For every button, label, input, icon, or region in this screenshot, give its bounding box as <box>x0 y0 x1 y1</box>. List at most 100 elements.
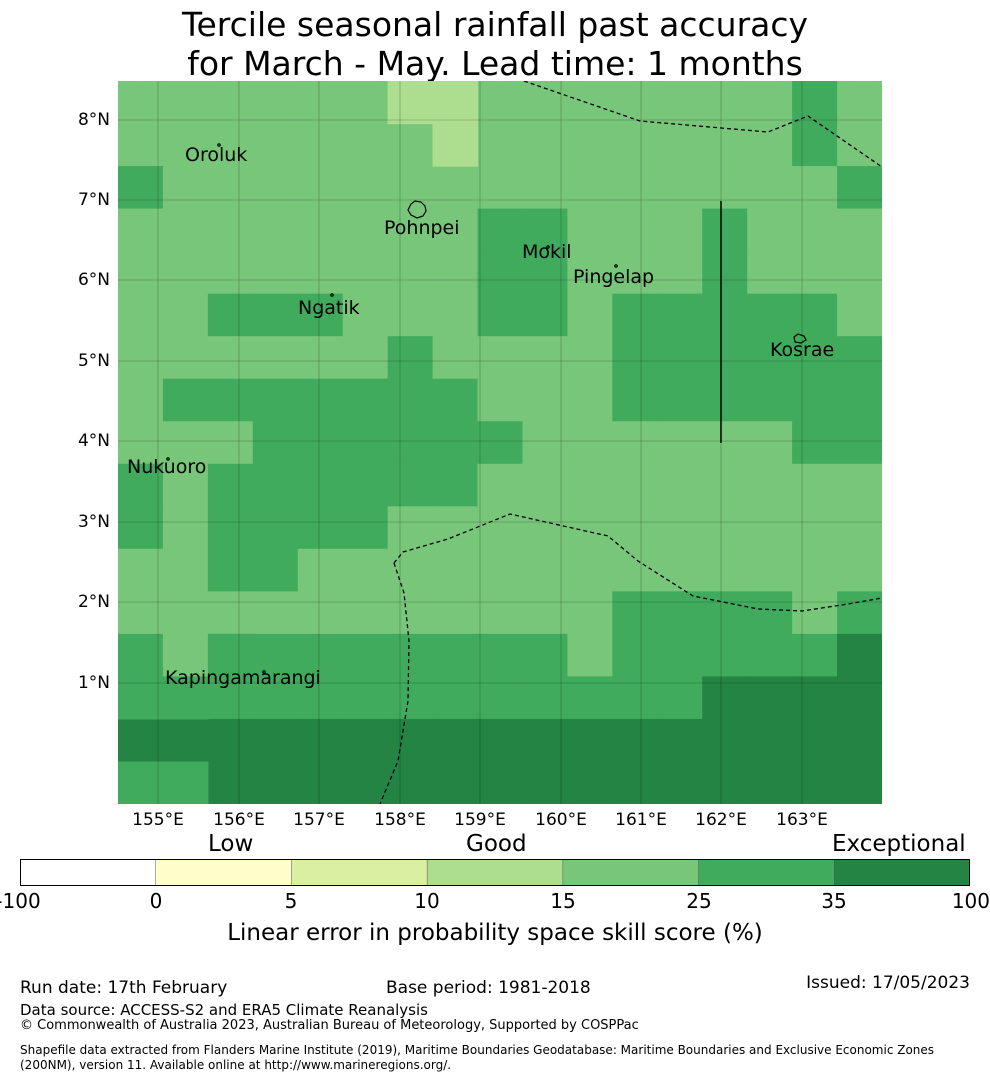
lat-label-3n: 3°N <box>77 512 110 532</box>
place-label-nukuoro: Nukuoro <box>127 456 206 478</box>
lat-label-1n: 1°N <box>77 673 110 693</box>
skill-cell <box>432 208 479 252</box>
skill-cell <box>567 718 613 763</box>
skill-cell <box>297 591 344 635</box>
skill-cell <box>342 123 389 167</box>
skill-cell <box>522 251 569 295</box>
skill-cell <box>567 421 613 465</box>
lat-label-2n: 2°N <box>77 592 110 612</box>
skill-cell <box>792 208 838 252</box>
skill-cell <box>342 81 389 125</box>
lat-label-5n: 5°N <box>77 351 110 371</box>
skill-cell <box>252 676 299 720</box>
skill-cell <box>702 208 748 252</box>
skill-cell <box>702 761 748 804</box>
skill-cell <box>792 81 838 125</box>
skill-cell <box>162 208 209 252</box>
skill-cell <box>567 506 613 550</box>
lon-label-157e: 157°E <box>293 810 345 830</box>
skill-cell <box>118 591 164 635</box>
skill-cell <box>252 378 299 422</box>
skill-cell <box>522 591 569 635</box>
skill-cell <box>522 336 569 380</box>
skill-cell <box>792 251 838 295</box>
skill-cell <box>747 548 793 592</box>
skill-cell <box>747 676 793 720</box>
colorbar-swatch <box>834 859 970 886</box>
skill-cell <box>252 548 299 592</box>
skill-cell <box>432 761 479 804</box>
skill-cell <box>432 633 479 678</box>
skill-cell <box>297 166 344 210</box>
skill-cell <box>387 633 434 678</box>
pohnpei-outline <box>407 200 427 219</box>
lon-label-156e: 156°E <box>213 810 265 830</box>
skill-cell <box>387 378 434 422</box>
skill-cell <box>612 548 658 592</box>
skill-cell <box>297 123 344 167</box>
skill-cell <box>837 81 882 125</box>
lon-label-162e: 162°E <box>695 810 747 830</box>
skill-cell <box>477 761 524 804</box>
oroluk-dot <box>217 143 221 147</box>
skill-cell <box>297 633 344 678</box>
skill-cell <box>612 591 658 635</box>
skill-cell <box>747 718 793 763</box>
skill-cell <box>702 421 748 465</box>
skill-cell <box>477 676 524 720</box>
lat-label-4n: 4°N <box>77 431 110 451</box>
skill-cell <box>477 208 524 252</box>
skill-cell <box>297 718 344 763</box>
skill-cell <box>477 718 524 763</box>
skill-cell <box>432 421 479 465</box>
skill-cell <box>118 336 164 380</box>
skill-cell <box>747 81 793 125</box>
skill-cell <box>522 718 569 763</box>
skill-cell <box>837 506 882 550</box>
skill-cell <box>342 591 389 635</box>
skill-cell <box>567 208 613 252</box>
lon-label-160e: 160°E <box>535 810 587 830</box>
skill-cell <box>792 463 838 507</box>
lon-label-159e: 159°E <box>454 810 506 830</box>
skill-cell <box>342 718 389 763</box>
skill-map: Oroluk Pohnpei Mokil Pingelap Ngatik Kos… <box>118 81 882 804</box>
skill-cell <box>747 336 793 380</box>
skill-cell <box>522 378 569 422</box>
skill-cell <box>792 123 838 167</box>
map-title-line-2: for March - May. Lead time: 1 months <box>187 44 803 83</box>
skill-cell <box>207 166 254 210</box>
skill-cell <box>387 548 434 592</box>
skill-cell <box>477 293 524 337</box>
skill-cell <box>387 676 434 720</box>
skill-cell <box>657 123 703 167</box>
colorbar-tick: 10 <box>414 889 440 913</box>
lat-label-7n: 7°N <box>77 190 110 210</box>
skill-cell <box>207 633 254 678</box>
skill-cell <box>432 123 479 167</box>
skill-cell <box>612 463 658 507</box>
skill-cell <box>657 506 703 550</box>
skill-cell <box>567 591 613 635</box>
skill-cell <box>747 123 793 167</box>
skill-cell <box>387 293 434 337</box>
skill-cell <box>567 336 613 380</box>
skill-cell <box>297 548 344 592</box>
skill-cell <box>118 208 164 252</box>
skill-cell <box>387 421 434 465</box>
colorbar-tick: 15 <box>550 889 576 913</box>
skill-cell <box>567 293 613 337</box>
place-label-ngatik: Ngatik <box>298 297 360 319</box>
skill-cell <box>567 548 613 592</box>
skill-cell <box>657 166 703 210</box>
skill-cell <box>612 633 658 678</box>
skill-cell <box>837 378 882 422</box>
skill-cell <box>522 293 569 337</box>
skill-cell <box>747 166 793 210</box>
skill-cell <box>252 463 299 507</box>
skill-cell <box>657 676 703 720</box>
skill-cell <box>387 506 434 550</box>
skill-cell <box>837 591 882 635</box>
skill-cell <box>207 378 254 422</box>
skill-cell <box>252 506 299 550</box>
